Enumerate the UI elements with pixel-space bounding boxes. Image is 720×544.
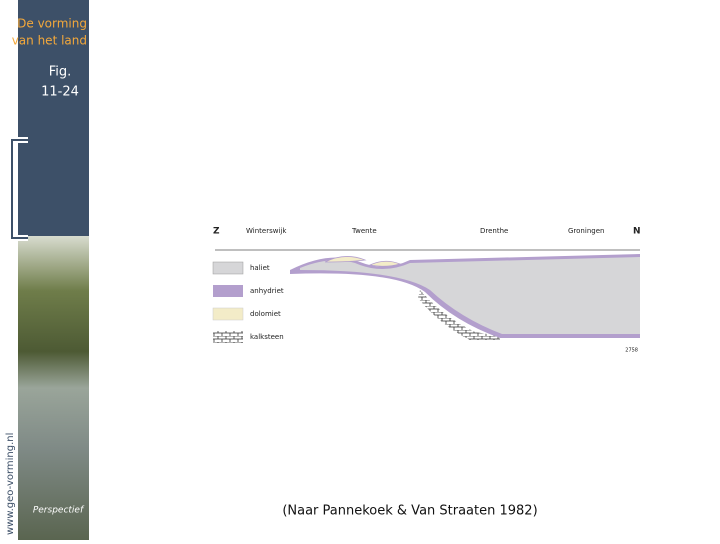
halite [300,257,640,334]
legend-swatch [213,285,243,297]
logo: Perspectief [33,506,85,516]
title-line: De vorming [17,17,87,31]
place-label: Drenthe [480,227,508,235]
legend-label: dolomiet [250,310,281,318]
figure-code: 2758 [625,348,638,354]
sidebar-photo [18,236,89,540]
legend-swatch [212,307,244,321]
legend-label: anhydriet [250,287,284,295]
website: www.geo-vorming.nl [5,433,16,535]
cross-section: Z Winterswijk Twente Drenthe Groningen N… [212,227,641,354]
limestone [418,290,500,340]
caption: (Naar Pannekoek & Van Straaten 1982) [282,504,537,519]
dolomite [324,256,402,267]
legend-swatch [213,331,243,343]
title-line: van het land [12,34,87,48]
figure-label: Fig. [49,65,72,80]
legend-swatch [212,261,244,275]
place-label: Groningen [568,227,604,235]
place-label: Twente [351,227,377,235]
direction: Z [213,227,220,237]
legend-label: haliet [250,264,270,272]
direction: N [633,227,641,237]
figure-label: 11-24 [41,85,79,100]
sidebar-panel [18,0,89,236]
place-label: Winterswijk [246,227,287,235]
legend-label: kalksteen [250,333,284,341]
bracket-outline [11,139,28,239]
